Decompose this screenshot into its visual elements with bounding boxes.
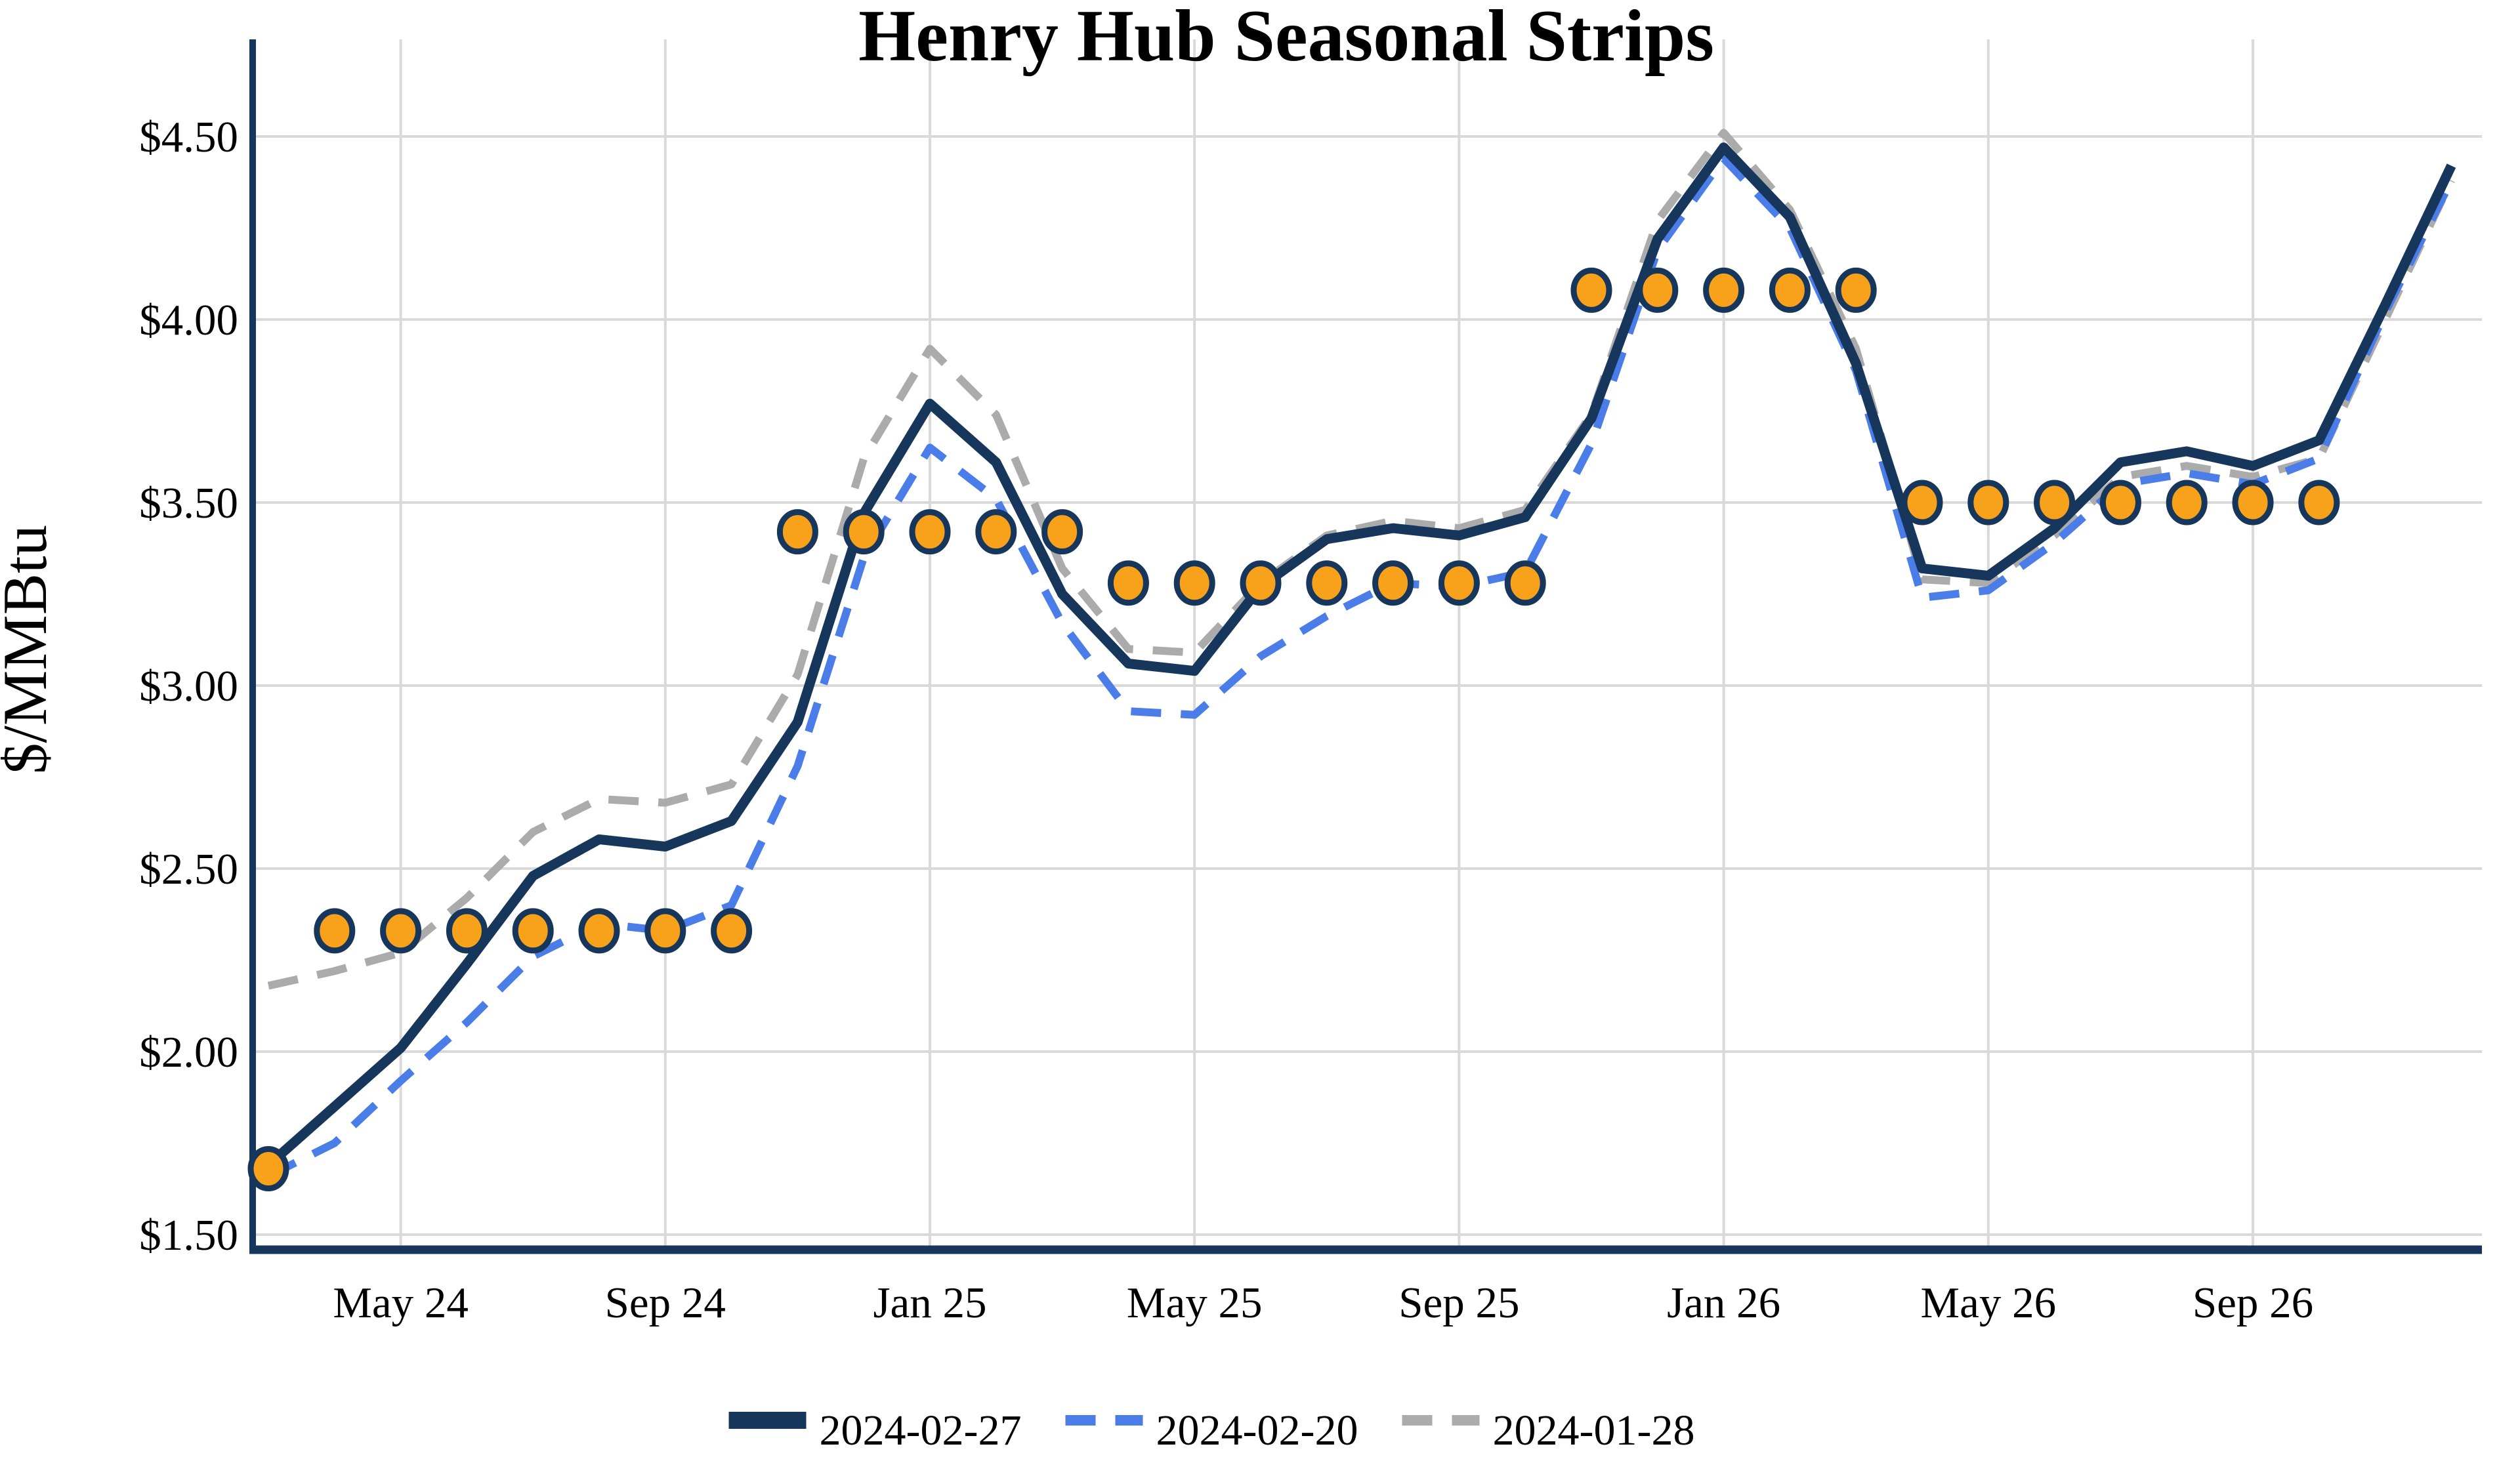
- y-tick-label: $2.50: [139, 845, 238, 894]
- strip-marker: [247, 1146, 289, 1192]
- x-tick-label: Jan 25: [873, 1279, 986, 1327]
- strip-marker: [2298, 480, 2340, 525]
- y-tick-label: $4.50: [139, 113, 238, 161]
- strip-marker: [1769, 267, 1811, 313]
- strip-marker: [1703, 267, 1745, 313]
- strip-marker: [843, 509, 885, 555]
- x-tick-label: May 26: [1921, 1279, 2057, 1327]
- strip-marker: [2232, 480, 2274, 525]
- strip-marker: [1570, 267, 1612, 313]
- gridlines: [253, 39, 2482, 1250]
- chart-title: Henry Hub Seasonal Strips: [858, 0, 1714, 77]
- legend-item-2024-01-28: 2024-01-28: [1402, 1407, 1695, 1454]
- y-tick-label: $3.00: [139, 662, 238, 710]
- x-tick-label: Sep 26: [2193, 1279, 2313, 1327]
- legend-label: 2024-01-28: [1493, 1407, 1695, 1454]
- strip-marker: [1967, 480, 2009, 525]
- legend-item-2024-02-20: 2024-02-20: [1065, 1407, 1358, 1454]
- strip-marker: [2034, 480, 2076, 525]
- x-tick-label: Jan 26: [1667, 1279, 1780, 1327]
- strip-marker: [2099, 480, 2141, 525]
- y-axis-tick-labels: $4.50 $4.00 $3.50 $3.00 $2.50 $2.00 $1.50: [139, 113, 238, 1260]
- series-line-2024-02-20: [266, 154, 2455, 1180]
- x-tick-label: Sep 25: [1398, 1279, 1519, 1327]
- series-line-2024-02-27: [265, 142, 2456, 1169]
- strip-marker: [1637, 267, 1679, 313]
- strip-marker: [314, 908, 356, 954]
- strip-marker: [1504, 560, 1546, 606]
- strip-marker: [380, 908, 422, 954]
- y-tick-label: $4.00: [139, 296, 238, 344]
- series-line-2024-01-28: [267, 129, 2455, 990]
- x-axis-tick-labels: May 24 Sep 24 Jan 25 May 25 Sep 25 Jan 26 May …: [333, 1279, 2313, 1327]
- legend: 2024-02-27 2024-02-20 2024-01-28: [728, 1407, 1695, 1454]
- strip-marker: [2166, 480, 2208, 525]
- legend-label: 2024-02-27: [820, 1407, 1022, 1454]
- y-tick-label: $3.50: [139, 479, 238, 527]
- strip-marker: [975, 509, 1017, 555]
- legend-label: 2024-02-20: [1156, 1407, 1358, 1454]
- series-lines: [265, 129, 2456, 1180]
- strip-marker: [776, 509, 818, 555]
- strip-marker: [512, 908, 554, 954]
- y-tick-label: $1.50: [139, 1211, 238, 1260]
- seasonal-strip-markers: [247, 267, 2340, 1192]
- strip-marker: [1372, 560, 1414, 606]
- x-tick-label: May 25: [1127, 1279, 1263, 1327]
- x-tick-label: May 24: [333, 1279, 469, 1327]
- strip-marker: [1107, 560, 1149, 606]
- strip-marker: [1835, 267, 1877, 313]
- axes-spines: [249, 39, 2482, 1254]
- legend-item-2024-02-27: 2024-02-27: [728, 1407, 1022, 1454]
- strip-marker: [1901, 480, 1943, 525]
- strip-marker: [446, 908, 488, 954]
- strip-marker: [1173, 560, 1215, 606]
- strip-marker: [644, 908, 686, 954]
- y-axis-title: $/MMBtu: [0, 525, 60, 774]
- strip-marker: [578, 908, 620, 954]
- strip-marker: [1438, 560, 1480, 606]
- x-tick-label: Sep 24: [605, 1279, 726, 1327]
- strip-marker: [1306, 560, 1348, 606]
- strip-marker: [711, 908, 753, 954]
- strip-marker: [1041, 509, 1083, 555]
- strip-marker: [1240, 560, 1282, 606]
- y-tick-label: $2.00: [139, 1028, 238, 1077]
- strip-marker: [909, 509, 951, 555]
